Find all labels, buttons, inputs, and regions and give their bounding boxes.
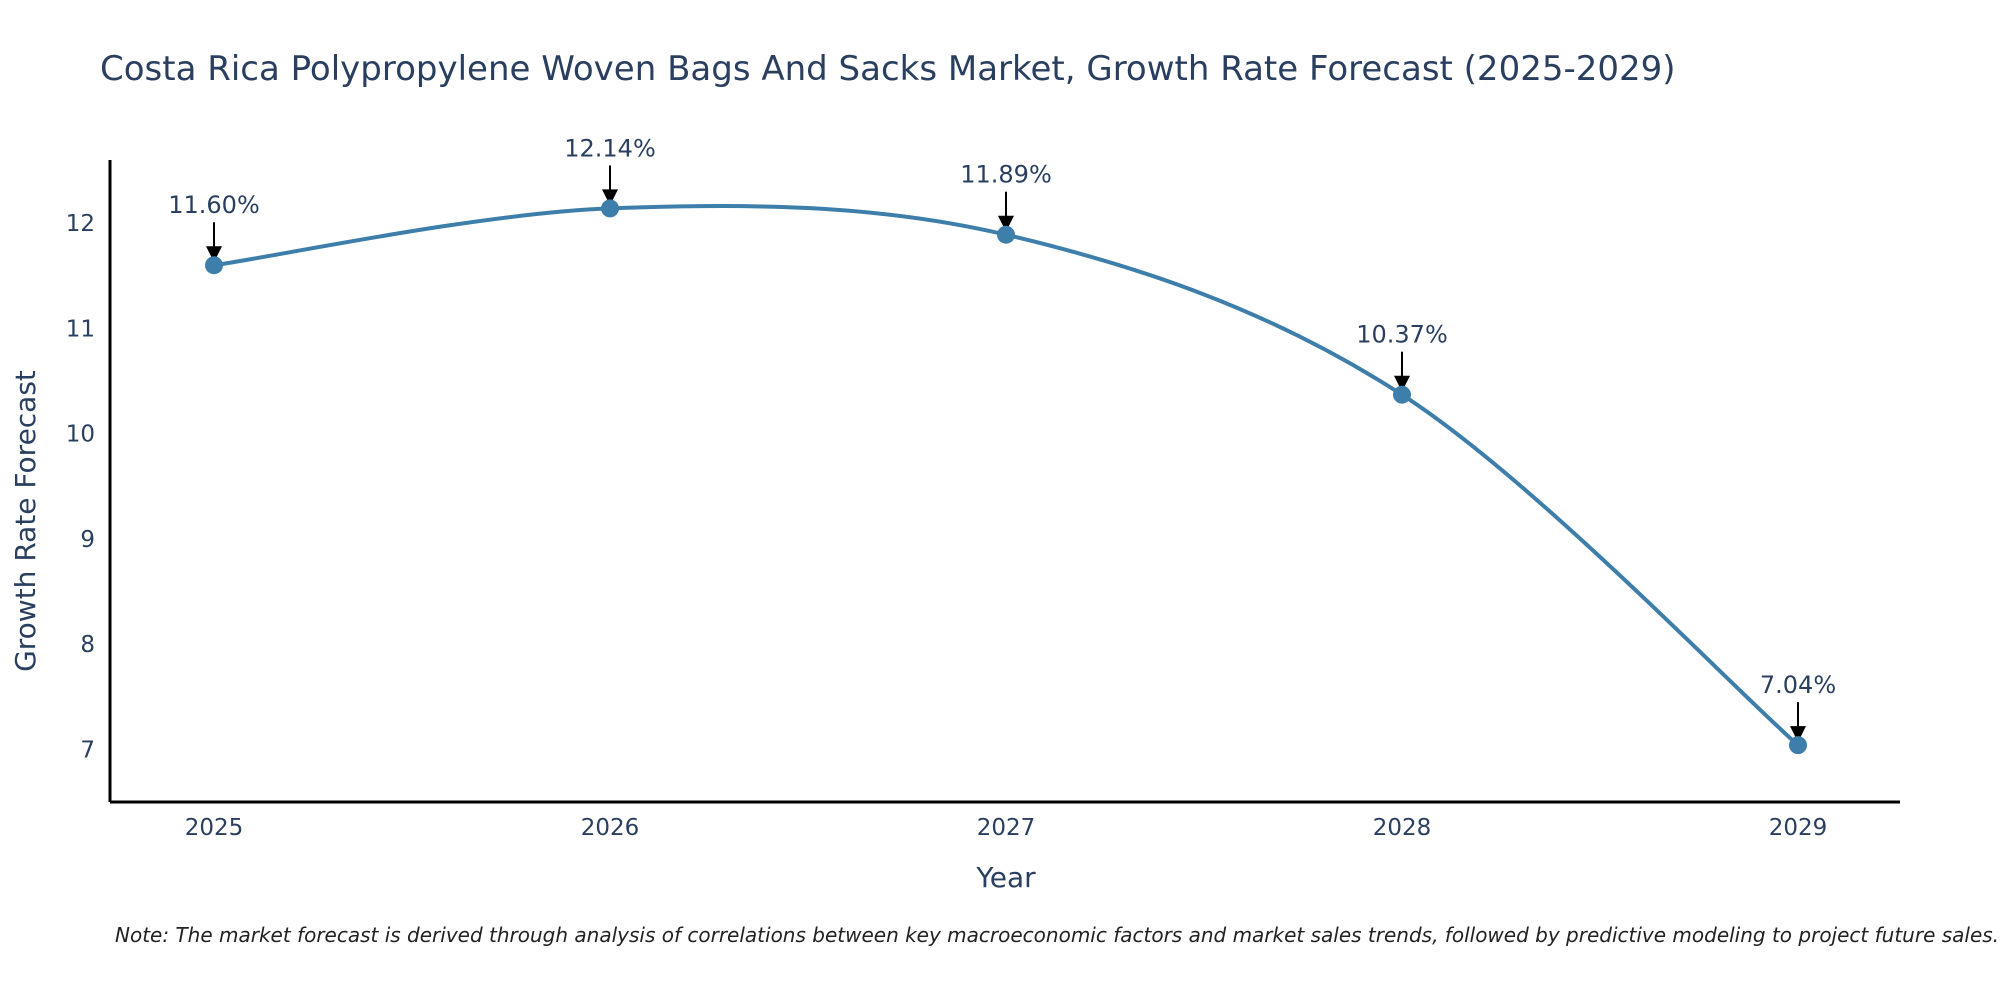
data-label: 12.14% bbox=[564, 134, 656, 162]
annotation-arrow-head bbox=[602, 189, 618, 206]
chart-title: Costa Rica Polypropylene Woven Bags And … bbox=[100, 49, 1676, 89]
y-tick-label: 7 bbox=[80, 737, 95, 763]
data-points bbox=[205, 199, 1807, 755]
data-point bbox=[601, 199, 619, 218]
annotation-arrow-head bbox=[1790, 726, 1806, 743]
x-tick-label: 2025 bbox=[185, 815, 244, 841]
annotation-arrow-head bbox=[998, 215, 1014, 232]
x-ticks: 2025 2026 2027 2028 2029 bbox=[185, 815, 1828, 841]
annotation-arrow-head bbox=[206, 246, 222, 263]
data-point bbox=[1789, 736, 1807, 755]
chart-note: Note: The market forecast is derived thr… bbox=[115, 923, 1999, 947]
y-tick-label: 11 bbox=[66, 316, 95, 342]
y-tick-label: 12 bbox=[66, 211, 95, 237]
x-tick-label: 2027 bbox=[977, 815, 1036, 841]
y-tick-label: 10 bbox=[66, 422, 95, 448]
y-tick-label: 9 bbox=[80, 527, 95, 553]
y-tick-label: 8 bbox=[80, 632, 95, 658]
x-tick-label: 2026 bbox=[581, 815, 640, 841]
data-label: 11.60% bbox=[168, 191, 260, 219]
x-tick-label: 2028 bbox=[1373, 815, 1432, 841]
x-tick-label: 2029 bbox=[1769, 815, 1828, 841]
data-annotations: 11.60% 12.14% 11.89% 10.37% 7.04% bbox=[168, 134, 1836, 743]
data-point bbox=[1393, 385, 1411, 404]
data-label: 10.37% bbox=[1356, 321, 1448, 349]
axes bbox=[108, 160, 1900, 804]
x-axis-title: Year bbox=[975, 861, 1036, 894]
data-point bbox=[205, 256, 223, 275]
data-point bbox=[997, 225, 1015, 244]
annotation-arrow-head bbox=[1394, 375, 1410, 392]
data-label: 11.89% bbox=[960, 161, 1052, 189]
series-line bbox=[213, 203, 1800, 747]
data-label: 7.04% bbox=[1760, 671, 1836, 699]
y-ticks: 7 8 9 10 11 12 bbox=[66, 211, 95, 763]
y-axis-title: Growth Rate Forecast bbox=[9, 370, 42, 672]
